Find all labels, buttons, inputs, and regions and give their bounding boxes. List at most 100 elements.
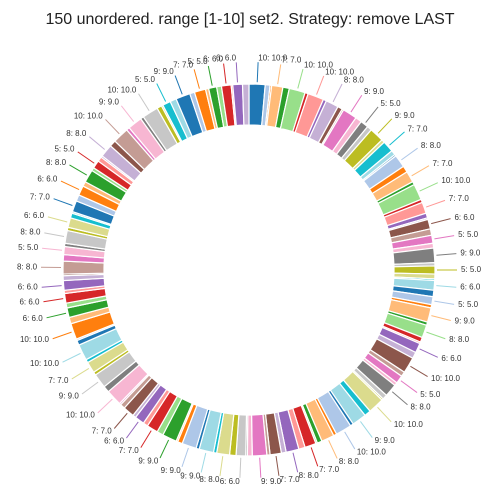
slice-label: 6: 6.0	[104, 436, 125, 445]
slice-label: 7: 7.0	[119, 446, 140, 455]
slice-label: 6: 6.0	[220, 477, 241, 486]
slice-label: 6: 6.0	[37, 174, 58, 183]
slice-label: 5: 5.0	[458, 230, 479, 239]
slice-label: 10: 10.0	[107, 85, 136, 94]
leader-line	[120, 105, 135, 122]
slice-label: 6: 6.0	[454, 213, 475, 222]
leader-line	[328, 440, 338, 459]
slice-label: 9: 9.0	[395, 111, 416, 120]
leader-line	[391, 391, 408, 406]
slice-label: 9: 9.0	[161, 466, 182, 475]
leader-line	[60, 180, 80, 191]
leader-line	[140, 430, 152, 448]
leader-line	[113, 412, 128, 429]
slice-label: 10: 10.0	[30, 359, 59, 368]
leader-line	[297, 68, 304, 89]
slice-label: 10: 10.0	[66, 411, 95, 420]
slice-label: 10: 10.0	[441, 176, 470, 185]
slice-label: 5: 5.0	[54, 145, 75, 154]
leader-line	[431, 315, 451, 321]
slice-label: 9: 9.0	[375, 436, 396, 445]
slice-label: 9: 9.0	[364, 87, 385, 96]
slice-label: 7: 7.0	[449, 194, 470, 203]
slice-label: 7: 7.0	[432, 159, 453, 168]
leader-line	[69, 164, 87, 176]
leader-line	[277, 64, 282, 85]
leader-line	[126, 421, 139, 439]
slice-label: 7: 7.0	[92, 427, 113, 436]
leader-line	[97, 398, 113, 414]
slice-label: 9: 9.0	[460, 248, 481, 257]
leader-line	[138, 93, 150, 111]
slice-label: 8: 8.0	[17, 262, 38, 271]
slice-label: 10: 10.0	[74, 112, 103, 121]
leader-line	[377, 406, 392, 423]
leader-line	[174, 75, 183, 95]
leader-line	[200, 452, 207, 473]
slice-label: 6: 6.0	[441, 354, 462, 363]
slice-label: 10: 10.0	[325, 67, 354, 76]
leader-line	[219, 456, 224, 477]
leader-line	[43, 298, 64, 303]
leader-line	[436, 285, 457, 288]
leader-line	[235, 62, 238, 83]
slice-label: 5: 5.0	[420, 390, 441, 399]
leader-line	[310, 447, 319, 467]
slice-label: 5: 5.0	[188, 57, 209, 66]
leader-line	[239, 457, 242, 478]
slice-label: 9: 9.0	[154, 67, 175, 76]
leader-line	[156, 83, 167, 102]
leader-line	[400, 380, 418, 393]
leader-line	[344, 431, 356, 450]
leader-line	[292, 452, 299, 473]
leader-line	[207, 65, 213, 86]
slice-label: 8: 8.0	[20, 227, 41, 236]
slice-label: 10: 10.0	[357, 448, 386, 457]
slice-label: 7: 7.0	[30, 192, 51, 201]
leader-line	[410, 365, 428, 378]
leader-line	[259, 457, 262, 478]
leader-line	[411, 165, 430, 177]
slice-label: 10: 10.0	[394, 420, 423, 429]
leader-line	[275, 455, 280, 476]
slice-label: 7: 7.0	[281, 56, 302, 65]
slice-label: 9: 9.0	[455, 317, 476, 326]
slice-label: 6: 6.0	[23, 314, 44, 323]
slice-label: 9: 9.0	[261, 477, 282, 486]
leader-line	[47, 216, 68, 223]
slice-label: 8: 8.0	[411, 402, 432, 411]
slice-label: 5: 5.0	[18, 243, 39, 252]
leader-line	[53, 198, 73, 206]
slice-label: 8: 8.0	[299, 471, 320, 480]
slice-label: 7: 7.0	[280, 475, 301, 484]
slice-label: 8: 8.0	[421, 141, 442, 150]
leader-line	[159, 439, 170, 459]
leader-line	[52, 331, 72, 340]
slice-label: 6: 6.0	[18, 283, 39, 292]
leader-line	[377, 118, 393, 134]
leader-line	[431, 218, 451, 225]
leader-line	[105, 119, 120, 135]
slice-label: 7: 7.0	[173, 61, 194, 70]
slice-label: 8: 8.0	[199, 475, 220, 484]
slice-label: 8: 8.0	[46, 158, 67, 167]
leader-line	[256, 62, 259, 83]
leader-line	[426, 331, 446, 340]
leader-line	[44, 232, 65, 237]
leader-line	[434, 300, 455, 305]
leader-line	[425, 199, 446, 208]
leader-line	[46, 312, 67, 319]
leader-line	[389, 131, 405, 146]
leader-line	[81, 381, 99, 395]
slice-label: 5: 5.0	[461, 265, 482, 274]
leader-line	[434, 235, 455, 240]
slice-label: 10: 10.0	[258, 53, 287, 62]
slice-label: 6: 6.0	[216, 54, 237, 63]
slice-label: 7: 7.0	[407, 124, 428, 133]
slice	[241, 83, 250, 126]
slice-label: 5: 5.0	[458, 300, 479, 309]
slice-label: 7: 7.0	[319, 465, 340, 474]
leader-line	[436, 253, 457, 256]
leader-line	[181, 447, 189, 468]
